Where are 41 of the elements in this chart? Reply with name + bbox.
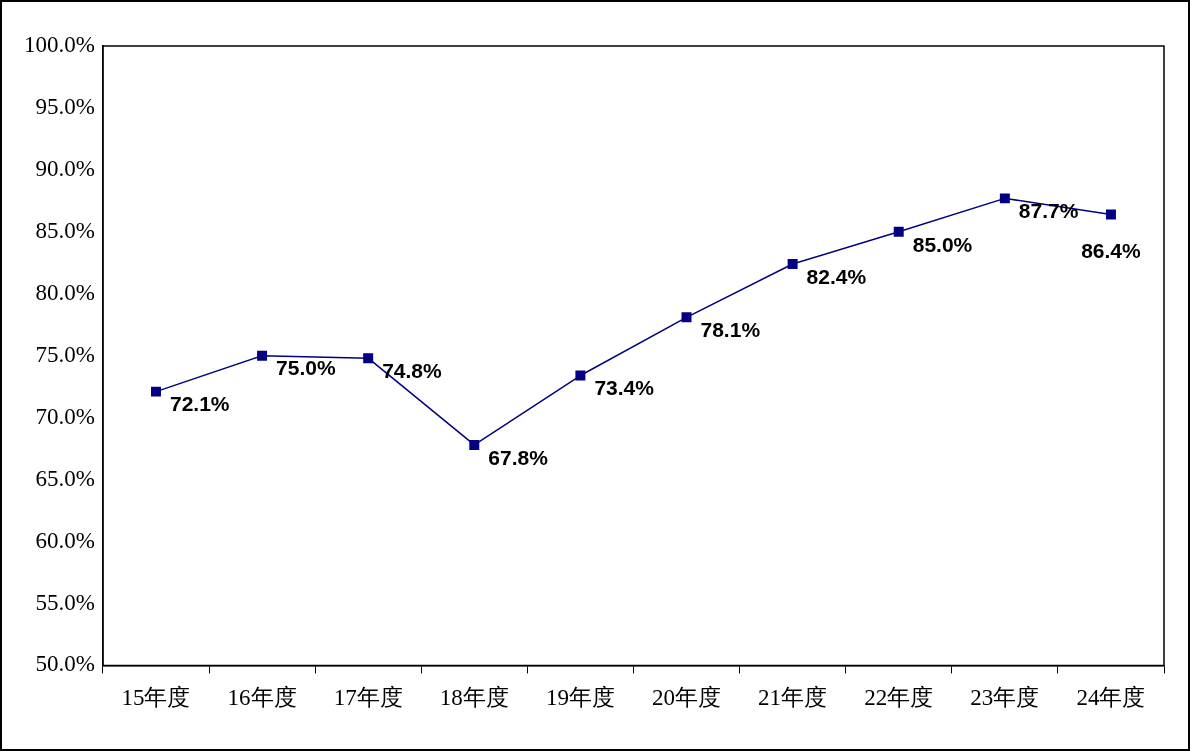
y-tick-label: 80.0%	[35, 279, 95, 305]
x-tick-label: 23年度	[970, 685, 1040, 711]
x-tick-label: 15年度	[121, 685, 191, 711]
data-label: 74.8%	[382, 358, 443, 382]
x-tick-label: 19年度	[545, 685, 615, 711]
point	[893, 226, 904, 237]
point	[150, 386, 161, 397]
y-tick-label: 50.0%	[35, 651, 95, 677]
y-tick-label: 55.0%	[35, 589, 95, 615]
point	[469, 439, 480, 450]
data-label: 75.0%	[276, 356, 336, 380]
point	[681, 312, 692, 323]
data-label: 72.1%	[169, 392, 230, 416]
y-tick-label: 75.0%	[35, 341, 95, 367]
point	[575, 370, 586, 381]
data-label: 87.7%	[1018, 199, 1079, 223]
y-tick-label: 85.0%	[35, 217, 95, 243]
data-label: 82.4%	[806, 264, 867, 288]
x-tick-label: 16年度	[227, 685, 297, 711]
y-tick-label: 65.0%	[35, 465, 95, 491]
x-tick-label: 21年度	[758, 685, 828, 711]
y-tick-label: 90.0%	[35, 155, 95, 181]
x-tick-label: 22年度	[864, 685, 934, 711]
x-tick-label: 17年度	[333, 685, 403, 711]
y-tick-label: 95.0%	[35, 93, 95, 119]
point	[999, 193, 1010, 204]
y-tick-label: 100.0%	[23, 32, 95, 58]
x-tick-label: 20年度	[652, 685, 722, 711]
point	[257, 350, 268, 361]
point	[787, 259, 798, 270]
y-tick-label: 70.0%	[35, 403, 95, 429]
data-label: 86.4%	[1081, 239, 1142, 263]
y-tick-label: 60.0%	[35, 527, 95, 553]
data-label: 78.1%	[700, 318, 761, 342]
point	[363, 353, 374, 364]
x-tick-label: 18年度	[439, 685, 509, 711]
x-tick-label: 24年度	[1076, 685, 1146, 711]
point	[1105, 209, 1116, 220]
data-label: 85.0%	[912, 232, 973, 256]
data-label: 73.4%	[594, 376, 655, 400]
data-label: 67.8%	[488, 445, 549, 469]
